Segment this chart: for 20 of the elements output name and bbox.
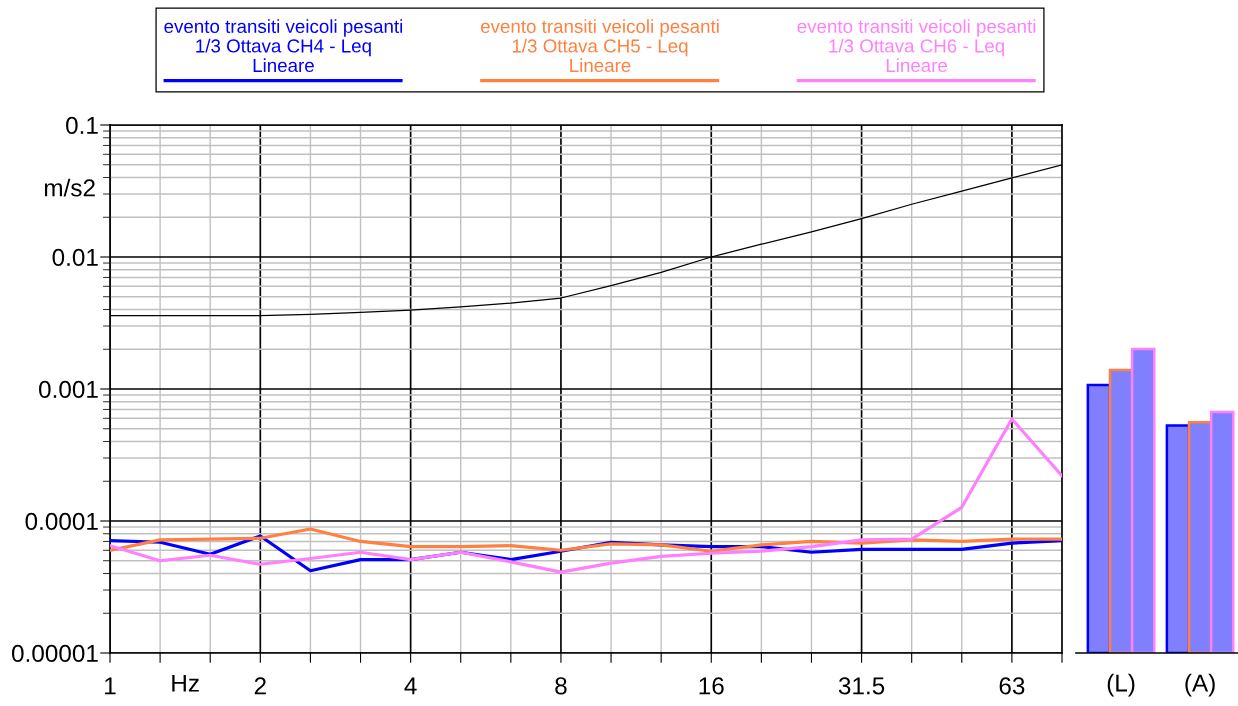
y-tick-label: 0.00001 <box>11 644 98 663</box>
x-tick-label: 16 <box>699 677 724 695</box>
y-axis-title: m/s2 <box>44 178 95 197</box>
x-tick-label: 31.5 <box>838 677 885 695</box>
x-tick-label: 8 <box>555 677 567 695</box>
y-tick-label: 0.01 <box>52 248 98 267</box>
y-tick-label: 0.0001 <box>25 512 98 531</box>
x-tick-label: (A) <box>1185 673 1215 697</box>
x-tick-label: (L) <box>1107 673 1135 697</box>
text: evento transiti veicoli pesanti 1/3 Ottava CH4 - Leq Lineare <box>164 19 403 73</box>
x-tick-label: 63 <box>999 677 1025 695</box>
x-tick-label: 2 <box>254 677 266 695</box>
y-tick-label: 0.1 <box>66 116 98 135</box>
x-axis-title: Hz <box>172 674 199 692</box>
text: evento transiti veicoli pesanti 1/3 Ottava CH6 - Leq Lineare <box>797 19 1036 73</box>
x-tick-label: 1 <box>105 677 116 695</box>
text: evento transiti veicoli pesanti 1/3 Ottava CH5 - Leq Lineare <box>480 19 719 73</box>
y-tick-label: 0.001 <box>39 380 98 399</box>
x-tick-label: 4 <box>404 677 417 695</box>
line-series <box>110 527 1062 553</box>
